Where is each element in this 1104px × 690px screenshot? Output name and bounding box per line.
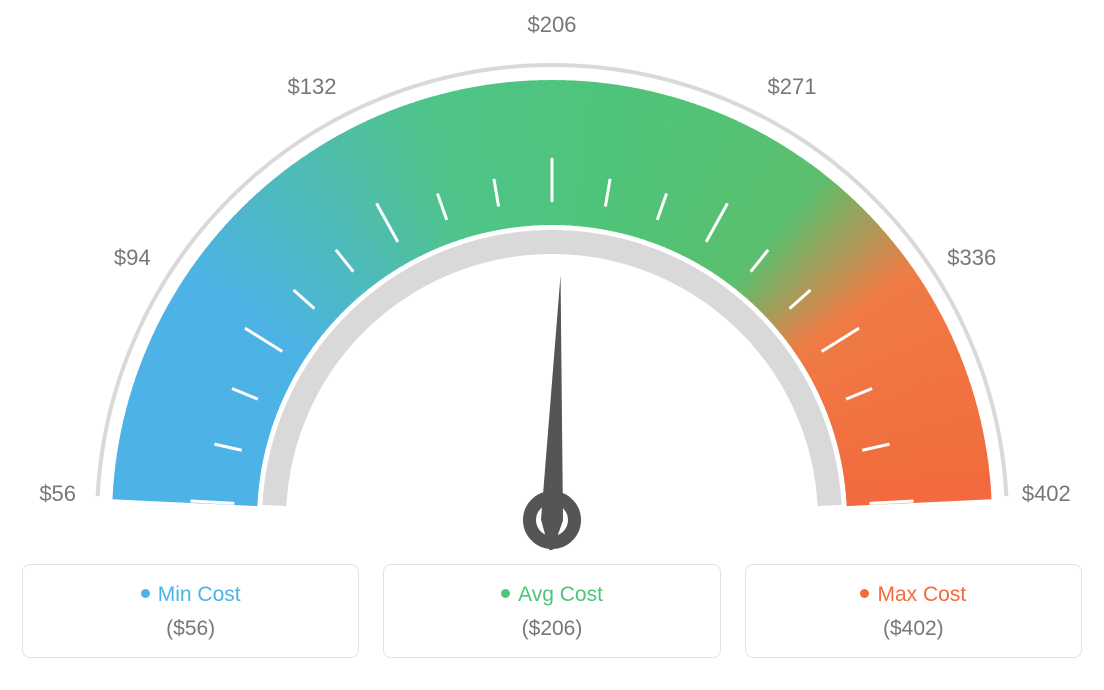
legend-value-max: ($402): [756, 617, 1071, 641]
gauge-tick-label: $56: [39, 481, 76, 507]
gauge-area: $56$94$132$206$271$336$402: [22, 20, 1082, 550]
gauge-tick-label: $271: [767, 74, 816, 100]
legend-value-avg: ($206): [394, 617, 709, 641]
legend-title-avg: Avg Cost: [394, 583, 709, 607]
gauge-tick-label: $94: [114, 245, 151, 271]
gauge-tick-label: $132: [288, 74, 337, 100]
dot-icon: [501, 589, 510, 598]
dot-icon: [860, 589, 869, 598]
legend-row: Min Cost ($56) Avg Cost ($206) Max Cost …: [22, 564, 1082, 658]
legend-card-avg: Avg Cost ($206): [383, 564, 720, 658]
legend-card-min: Min Cost ($56): [22, 564, 359, 658]
gauge-tick-label: $336: [947, 245, 996, 271]
gauge-tick-label: $402: [1022, 481, 1071, 507]
cost-gauge-chart: $56$94$132$206$271$336$402 Min Cost ($56…: [20, 20, 1084, 658]
dot-icon: [141, 589, 150, 598]
legend-label-max: Max Cost: [877, 583, 966, 606]
legend-label-min: Min Cost: [158, 583, 241, 606]
legend-label-avg: Avg Cost: [518, 583, 603, 606]
legend-title-max: Max Cost: [756, 583, 1071, 607]
gauge-tick-label: $206: [528, 12, 577, 38]
gauge-svg: [22, 20, 1082, 550]
legend-value-min: ($56): [33, 617, 348, 641]
legend-title-min: Min Cost: [33, 583, 348, 607]
legend-card-max: Max Cost ($402): [745, 564, 1082, 658]
